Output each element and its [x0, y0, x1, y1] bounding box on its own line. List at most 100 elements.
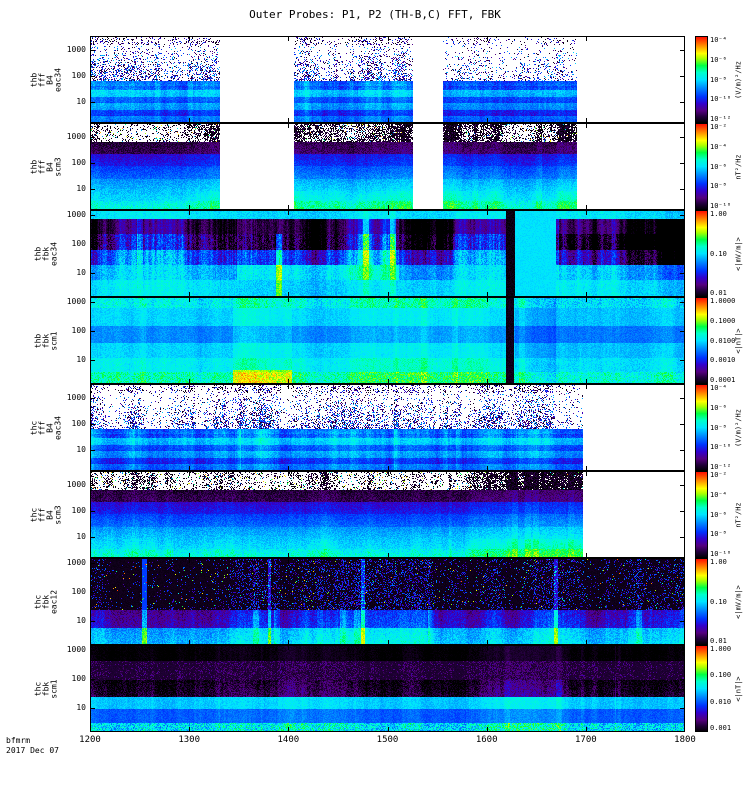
colorbar-tick-label: 10⁻¹⁰: [710, 443, 732, 452]
colorbar-tick-label: 0.01: [710, 289, 727, 297]
y-tick-label: 1000: [66, 558, 86, 568]
ylabel-line: eac12: [49, 589, 58, 614]
colorbar-tick-label: 0.10: [710, 597, 727, 606]
x-tick-label: 1800: [674, 735, 696, 745]
panel-ylabel-thc-fbk-scm1: thc fbk scm1: [33, 645, 59, 732]
x-tick-label: 1600: [475, 735, 498, 745]
colorbar-tick-label: 10⁻¹²: [710, 115, 732, 123]
colorbar-tick-label: 1.0000: [710, 297, 736, 305]
y-tick-label: 1000: [66, 392, 86, 402]
spectrogram-thb-fbk-eac34: [90, 210, 685, 297]
colorbar-tick-label: 0.001: [710, 724, 732, 732]
colorbar-tick-label: 10⁻⁴: [710, 142, 727, 151]
panel-ylabel-thb-fbk-scm1: thb fbk scm1: [33, 297, 59, 384]
x-tick-label: 1400: [277, 735, 300, 745]
y-tick-label: 1000: [66, 479, 86, 489]
colorbar-tick-label: 10⁻⁴: [710, 384, 727, 392]
colorbar-thb-fff-scm3: [695, 123, 708, 210]
y-tick-label: 10: [76, 702, 86, 712]
colorbar-tick-label: 10⁻⁶: [710, 162, 727, 171]
colorbar-tick-label: 10⁻⁸: [710, 182, 727, 191]
colorbar-thc-fff-eac34: [695, 384, 708, 471]
y-tick-label: 100: [71, 419, 86, 429]
y-tick-label: 100: [71, 158, 86, 168]
colorbar-tick-label: 10⁻⁶: [710, 510, 727, 519]
colorbar-tick-label: 0.0010: [710, 356, 736, 365]
spectrogram-thb-fff-scm3: [90, 123, 685, 210]
y-tick-label: 1000: [66, 131, 86, 141]
colorbar-tick-label: 1.00: [710, 210, 727, 218]
colorbar-tick-label: 10⁻⁶: [710, 403, 727, 412]
colorbar-thc-fff-scm3: [695, 471, 708, 558]
colorbar-tick-label: 1.000: [710, 645, 732, 653]
y-tick-label: 100: [71, 325, 86, 335]
colorbar-tick-label: 0.0001: [710, 376, 736, 384]
ylabel-line: eac34: [49, 241, 58, 266]
x-tick-label: 1300: [178, 735, 200, 745]
colorbar-tick-label: 0.10: [710, 249, 727, 258]
colorbar-thc-fbk-scm1: [695, 645, 708, 732]
y-tick-label: 100: [71, 71, 86, 81]
y-tick-label: 10: [76, 354, 86, 364]
y-tick-label: 1000: [66, 44, 86, 54]
colorbar-tick-label: 0.1000: [710, 316, 736, 325]
colorbar-unit-label: (V/m)²/Hz: [734, 408, 742, 447]
colorbar-tick-label: 10⁻¹⁰: [710, 95, 732, 104]
colorbar-unit-label: <|nT|>: [734, 327, 742, 354]
footer-program: bfmrm: [6, 736, 31, 745]
colorbar-thb-fff-eac34: [695, 36, 708, 123]
y-tick-label: 10: [76, 97, 86, 107]
y-tick-label: 10: [76, 615, 86, 625]
colorbar-tick-label: 10⁻²: [710, 471, 727, 479]
colorbar-tick-label: 0.100: [710, 671, 732, 680]
colorbar-tick-label: 0.0100: [710, 336, 736, 345]
spectrogram-thc-fbk-scm1: [90, 645, 685, 732]
colorbar-tick-label: 10⁻¹⁰: [710, 202, 732, 210]
x-tick-label: 1200: [79, 735, 101, 745]
colorbar-tick-label: 10⁻⁸: [710, 423, 727, 432]
colorbar-tick-label: 0.010: [710, 697, 732, 706]
y-tick-label: 100: [71, 673, 86, 683]
spectrogram-thb-fbk-scm1: [90, 297, 685, 384]
y-tick-label: 1000: [66, 297, 86, 307]
colorbar-tick-label: 0.01: [710, 637, 727, 645]
panel-ylabel-thc-fbk-eac12: thc fbk eac12: [33, 558, 59, 645]
y-tick-label: 100: [71, 586, 86, 596]
y-tick-label: 10: [76, 532, 86, 542]
colorbar-tick-label: 10⁻²: [710, 123, 727, 131]
spectrogram-thb-fff-eac34: [90, 36, 685, 123]
colorbar-tick-label: 10⁻⁴: [710, 490, 727, 499]
colorbar-unit-label: nT²/Hz: [734, 501, 742, 528]
y-tick-label: 10: [76, 184, 86, 194]
ylabel-line: scm1: [49, 330, 58, 351]
x-tick-label: 1700: [574, 735, 597, 745]
colorbar-tick-label: 1.00: [710, 558, 727, 566]
y-tick-label: 10: [76, 445, 86, 455]
figure-title: Outer Probes: P1, P2 (TH-B,C) FFT, FBK: [249, 8, 501, 21]
ylabel-line: scm1: [49, 678, 58, 699]
colorbar-tick-label: 10⁻⁸: [710, 75, 727, 84]
panel-ylabel-thb-fbk-eac34: thb fbk eac34: [33, 210, 59, 297]
colorbar-tick-label: 10⁻⁴: [710, 36, 727, 44]
y-tick-label: 1000: [66, 210, 86, 220]
spectrogram-thc-fff-eac34: [90, 384, 685, 471]
y-tick-label: 10: [76, 267, 86, 277]
colorbar-thb-fbk-scm1: [695, 297, 708, 384]
spectrogram-thc-fff-scm3: [90, 471, 685, 558]
y-tick-label: 1000: [66, 645, 86, 655]
colorbar-tick-label: 10⁻¹²: [710, 463, 732, 471]
colorbar-unit-label: nT²/Hz: [734, 153, 742, 180]
colorbar-unit-label: <|mV/m|>: [734, 236, 742, 271]
colorbar-thb-fbk-eac34: [695, 210, 708, 297]
colorbar-tick-label: 10⁻⁸: [710, 530, 727, 539]
colorbar-unit-label: (V/m)²/Hz: [734, 60, 742, 99]
colorbar-thc-fbk-eac12: [695, 558, 708, 645]
y-tick-label: 100: [71, 238, 86, 248]
colorbar-tick-label: 10⁻¹⁰: [710, 550, 732, 558]
footer-date: 2017 Dec 07: [6, 746, 59, 755]
colorbar-unit-label: <|nT|>: [734, 675, 742, 702]
y-tick-label: 100: [71, 506, 86, 516]
spectrogram-thc-fbk-eac12: [90, 558, 685, 645]
x-tick-label: 1500: [376, 735, 399, 745]
